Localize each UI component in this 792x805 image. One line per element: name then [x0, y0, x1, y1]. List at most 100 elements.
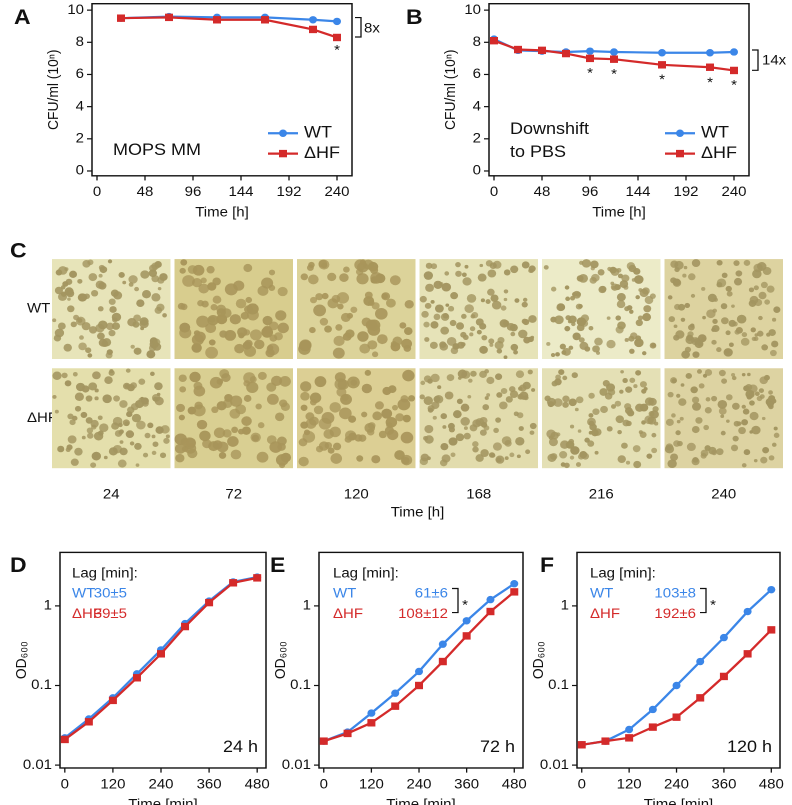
marker [610, 55, 618, 63]
colony [194, 401, 203, 410]
legend-marker [279, 129, 287, 137]
colony [151, 434, 156, 439]
marker [261, 16, 269, 24]
colony [530, 335, 535, 340]
colony [180, 303, 188, 311]
colony [500, 305, 507, 311]
colony [448, 426, 455, 433]
colony [196, 419, 208, 430]
colony [768, 390, 773, 395]
bracket [452, 587, 459, 614]
colony [592, 345, 600, 353]
colony [513, 350, 518, 355]
colony [562, 395, 570, 403]
colony [339, 407, 352, 420]
colony [73, 314, 80, 321]
colony [629, 348, 635, 354]
colony [672, 279, 682, 287]
colony [138, 378, 146, 385]
colony [761, 416, 766, 421]
colony [717, 400, 728, 409]
colony [386, 429, 399, 441]
colony [63, 343, 72, 352]
colony [487, 288, 495, 296]
x-tick-label: 120 [617, 777, 642, 792]
y-axis-label: OD₆₀₀ [531, 641, 548, 679]
colony [753, 263, 763, 273]
colony [671, 413, 676, 418]
colony [423, 396, 433, 405]
colony [503, 269, 511, 276]
colony [464, 304, 474, 313]
colony [310, 296, 318, 304]
colony [98, 338, 108, 347]
colony [733, 277, 743, 286]
y-tick-label: 0 [473, 163, 481, 178]
marker [486, 595, 495, 604]
colony [300, 273, 309, 281]
colony [587, 440, 595, 447]
colony [599, 388, 608, 396]
colony [147, 422, 154, 429]
colony [77, 293, 87, 302]
colony [255, 403, 262, 410]
colony [607, 266, 612, 271]
colony [716, 448, 724, 456]
colony [430, 300, 435, 304]
colony [377, 334, 388, 345]
x-axis-label: Time [h] [391, 505, 445, 520]
colony [588, 392, 595, 399]
marker [696, 694, 705, 702]
colony [176, 403, 185, 413]
colony [702, 373, 708, 378]
colony [348, 415, 357, 423]
colony [129, 441, 135, 446]
colony [691, 337, 700, 346]
colony [728, 342, 734, 347]
colony [651, 343, 656, 348]
colony [178, 414, 185, 421]
colony [229, 408, 241, 419]
colony [503, 355, 508, 360]
colony [57, 322, 66, 330]
colony [401, 456, 410, 465]
colony [758, 291, 767, 300]
colony [238, 332, 245, 339]
colony [187, 448, 198, 459]
colony [67, 305, 75, 313]
colony [496, 348, 503, 354]
marker [514, 45, 522, 54]
colony [732, 435, 739, 442]
colony [639, 381, 647, 388]
marker [438, 640, 447, 648]
colony [65, 447, 71, 453]
colony [370, 272, 383, 284]
lag-value: 30±5 [94, 586, 127, 601]
colony [266, 382, 277, 392]
lag-series-name: ΔHF [72, 607, 102, 622]
colony [53, 334, 62, 342]
colony [389, 275, 401, 286]
colony [525, 449, 531, 455]
colony [85, 417, 93, 424]
colony [300, 421, 309, 429]
colony [494, 341, 504, 350]
colony [590, 260, 599, 269]
colony [88, 273, 98, 282]
colony [419, 295, 427, 303]
colony [62, 281, 69, 287]
colony [692, 457, 699, 463]
colony [152, 396, 159, 402]
colony [691, 396, 700, 404]
colony [469, 332, 474, 337]
colony [324, 325, 332, 333]
colony [363, 296, 375, 307]
annotation: 14x [762, 53, 787, 68]
colony [119, 400, 128, 408]
colony [479, 263, 484, 268]
colony [300, 391, 310, 401]
colony [475, 454, 484, 462]
colony [615, 415, 624, 424]
marker [696, 657, 705, 666]
colony [237, 428, 245, 435]
